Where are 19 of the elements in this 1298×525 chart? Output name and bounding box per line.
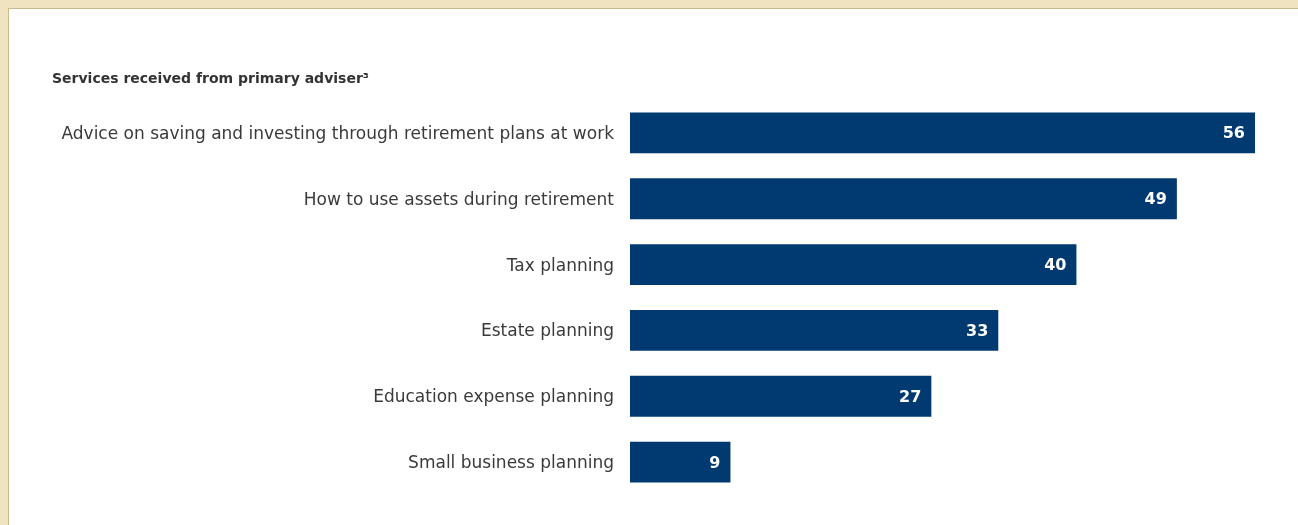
data-label: 33 xyxy=(966,320,989,340)
bar xyxy=(630,244,1077,285)
bar xyxy=(630,112,1255,154)
y-tick-label: How to use assets during retirement xyxy=(303,188,615,209)
bar xyxy=(630,178,1177,220)
data-label: 49 xyxy=(1144,189,1167,209)
text: Services received from primary adviser³ xyxy=(52,70,369,86)
y-tick-label: Advice on saving and investing through retirement plans at work xyxy=(61,122,615,143)
y-tick-label: Education expense planning xyxy=(373,386,614,407)
bar xyxy=(630,375,932,417)
bar xyxy=(630,441,731,483)
y-tick-label: Estate planning xyxy=(481,320,614,341)
data-label: 40 xyxy=(1044,255,1067,275)
y-tick-label: Small business planning xyxy=(408,452,614,473)
data-label: 56 xyxy=(1222,123,1245,143)
data-label: 27 xyxy=(899,386,922,406)
y-tick-label: Tax planning xyxy=(505,254,614,275)
bar xyxy=(630,310,999,351)
data-label: 9 xyxy=(709,452,721,472)
